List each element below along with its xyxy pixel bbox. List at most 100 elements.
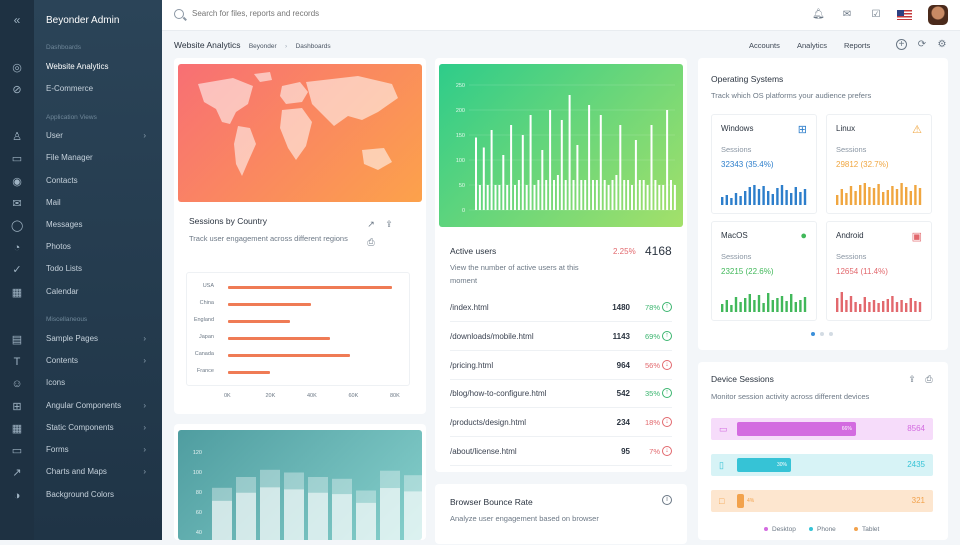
os-spark-bar (849, 296, 853, 312)
carousel-dot[interactable] (829, 332, 833, 336)
section-app-views: Application Views (46, 114, 97, 121)
avatar[interactable] (928, 5, 948, 25)
trend-icon[interactable]: ↗ (367, 219, 375, 229)
print-icon[interactable]: ⎙ (925, 374, 933, 384)
active-users-bar (623, 180, 626, 210)
quick-link-analytics[interactable]: Analytics (797, 41, 828, 50)
device-row[interactable]: ▭ 66% 8564 (711, 418, 933, 440)
sidebar-item-contacts[interactable]: Contacts (46, 175, 156, 187)
sidebar-item-background-colors[interactable]: Background Colors (46, 489, 156, 501)
country-label: USA (202, 283, 214, 289)
os-sparkbars (836, 183, 922, 205)
page-value: 234 (616, 418, 630, 428)
sidebar-item-icons[interactable]: Icons (46, 377, 156, 389)
active-users-bar (599, 115, 602, 210)
search-input[interactable] (192, 9, 492, 18)
table-row[interactable]: /blog/how-to-configure.html 542 35% ↑ (450, 380, 672, 409)
device-percent: 30% (776, 462, 787, 468)
breadcrumb-parent[interactable]: Beyonder (248, 43, 277, 50)
page-path[interactable]: /pricing.html (450, 360, 494, 370)
active-users-bar (572, 180, 575, 210)
sidebar-item-sample-pages[interactable]: Sample Pages › (46, 333, 156, 345)
page-path[interactable]: /downloads/mobile.html (450, 331, 534, 341)
active-users-title: Active users (450, 246, 497, 256)
brand-name: Beyonder Admin (46, 15, 120, 26)
active-users-bar (673, 185, 676, 210)
os-tile-windows[interactable]: Windows ⊞ Sessions 32343 (35.4%) (711, 114, 817, 214)
sidebar-item-calendar[interactable]: Calendar (46, 286, 156, 298)
os-tile-linux[interactable]: Linux ⚠ Sessions 29812 (32.7%) (826, 114, 932, 214)
active-users-bar (584, 180, 587, 210)
active-users-bar (541, 150, 544, 210)
sidebar-item-photos[interactable]: Photos (46, 241, 156, 253)
sidebar-item-file-manager[interactable]: File Manager (46, 152, 156, 164)
settings-icon[interactable]: ⚙ (937, 39, 947, 50)
table-row[interactable]: /pricing.html 964 56% ↓ (450, 352, 672, 380)
os-spark-bar (767, 191, 770, 205)
print-icon[interactable]: ⎙ (367, 237, 375, 247)
table-row[interactable]: /about/license.html 95 7% ↓ (450, 438, 672, 466)
sidebar-item-label: Calendar (46, 287, 79, 296)
active-users-bar (549, 110, 552, 210)
sidebar-item-static-components[interactable]: Static Components › (46, 422, 156, 434)
mail-icon[interactable]: ✉ (842, 9, 852, 20)
os-spark-bar (725, 195, 728, 205)
page-path[interactable]: /blog/how-to-configure.html (450, 389, 547, 399)
active-users-count: 4168 (645, 244, 672, 258)
sidebar-item-messages[interactable]: Messages (46, 219, 156, 231)
refresh-icon[interactable]: ⟳ (917, 39, 927, 50)
sidebar-item-contents[interactable]: Contents › (46, 355, 156, 367)
sidebar: Beyonder Admin Dashboards Application Vi… (34, 0, 162, 540)
sidebar-item-website-analytics[interactable]: Website Analytics (46, 61, 156, 73)
sidebar-item-mail[interactable]: Mail (46, 197, 156, 209)
page-path[interactable]: /index.html (450, 303, 489, 312)
active-users-bar (494, 185, 497, 210)
page-path[interactable]: /about/license.html (450, 447, 517, 456)
us-flag-icon[interactable] (897, 10, 912, 20)
os-spark-bar (799, 300, 802, 312)
sidebar-item-forms[interactable]: Forms › (46, 444, 156, 456)
device-row[interactable]: ▯ 30% 2435 (711, 454, 933, 476)
os-sessions-value: 32343 (35.4%) (721, 160, 774, 169)
share-icon[interactable]: ⇪ (385, 219, 393, 229)
carousel-dot[interactable] (820, 332, 824, 336)
os-spark-bar (794, 187, 797, 205)
collapse-icon[interactable]: « (13, 13, 21, 27)
os-tile-android[interactable]: Android ▣ Sessions 12654 (11.4%) (826, 221, 932, 321)
sidebar-item-user[interactable]: User › (46, 130, 156, 142)
table-row[interactable]: /products/design.html 234 18% ↓ (450, 409, 672, 438)
os-spark-bar (803, 297, 807, 312)
search-icon[interactable] (174, 9, 184, 19)
active-users-bar (490, 130, 493, 210)
bell-icon[interactable]: 🔔︎ (812, 9, 825, 20)
os-spark-bar (799, 192, 802, 205)
sidebar-item-label: Contents (46, 356, 79, 365)
os-spark-bar (753, 185, 756, 205)
smile-icon: ☺ (11, 378, 23, 390)
table-row[interactable]: /index.html 1480 78% ↑ (450, 294, 672, 322)
info-icon[interactable]: i (662, 495, 672, 505)
os-spark-bar (854, 302, 857, 312)
legend-item: Phone (809, 526, 836, 533)
sidebar-item-charts-and-maps[interactable]: Charts and Maps › (46, 466, 156, 478)
os-tile-macos[interactable]: MacOS ● Sessions 23215 (22.6%) (711, 221, 817, 321)
sidebar-item-e-commerce[interactable]: E-Commerce (46, 83, 156, 95)
quick-link-reports[interactable]: Reports (844, 41, 871, 50)
active-users-bar (654, 180, 657, 210)
y-tick-label: 100 (193, 470, 202, 476)
device-row[interactable]: □ 4% 321 (711, 490, 933, 512)
carousel-dot-active[interactable] (811, 332, 815, 336)
sidebar-item-todo-lists[interactable]: Todo Lists (46, 263, 156, 275)
device-percent: 66% (841, 426, 852, 432)
quick-link-accounts[interactable]: Accounts (749, 41, 780, 50)
active-users-bar (670, 180, 672, 210)
breadcrumb-current[interactable]: Dashboards (295, 43, 331, 50)
clipboard-icon[interactable]: ☑ (871, 9, 881, 20)
arrow-down-icon: ↓ (662, 446, 672, 456)
sidebar-item-angular-components[interactable]: Angular Components › (46, 400, 156, 412)
os-spark-bar (803, 189, 807, 205)
table-row[interactable]: /downloads/mobile.html 1143 69% ↑ (450, 323, 672, 351)
share-icon[interactable]: ⇪ (908, 374, 916, 384)
add-icon[interactable]: + (896, 39, 907, 50)
page-path[interactable]: /products/design.html (450, 418, 527, 428)
